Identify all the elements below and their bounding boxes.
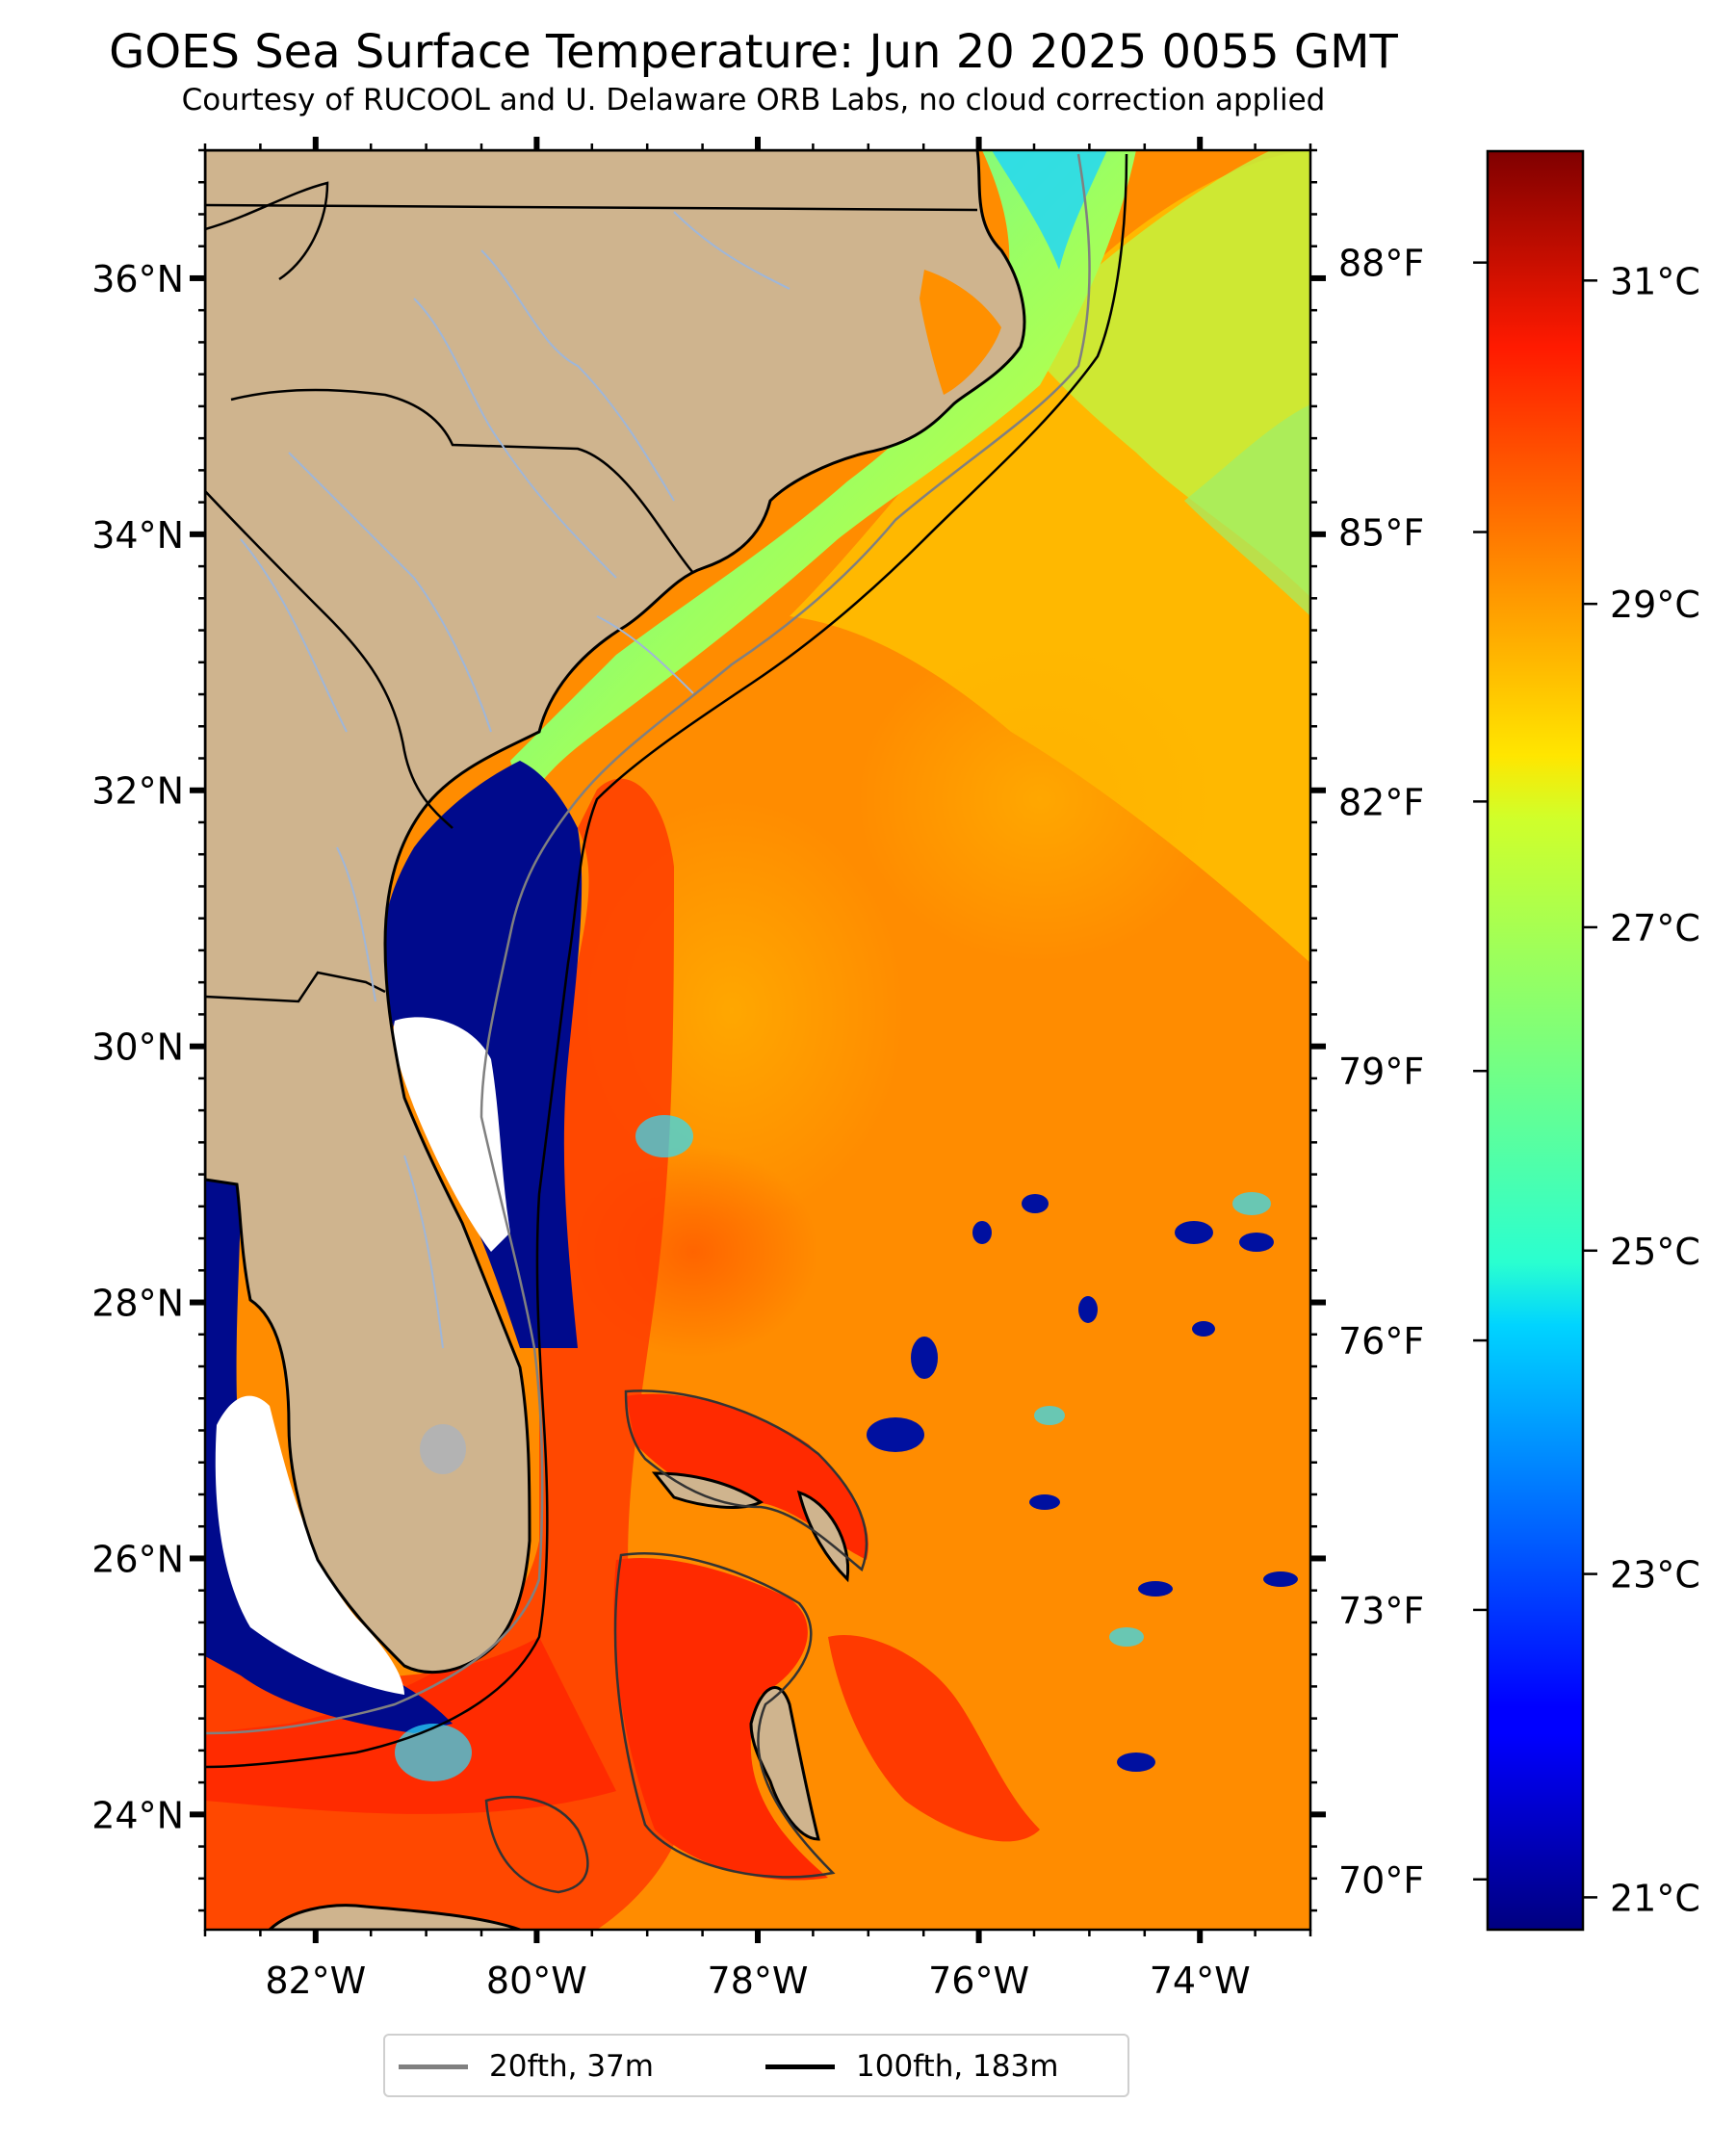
legend-label-20fth: 20fth, 37m xyxy=(489,2049,654,2084)
bahama-bank-outline xyxy=(624,1389,868,1572)
chart-subtitle: Courtesy of RUCOOL and U. Delaware ORB L… xyxy=(181,83,1326,117)
legend-item-100fth: 100fth, 183m xyxy=(765,2049,1058,2084)
great-bahama-bank xyxy=(613,1558,828,1881)
nearshore-cyan-water xyxy=(992,150,1107,270)
lon-tick-label: 76°W xyxy=(928,1960,1029,2002)
fahrenheit-tick-label: 82°F xyxy=(1338,781,1424,823)
fahrenheit-tick-label: 73°F xyxy=(1338,1590,1424,1632)
map-area xyxy=(205,150,1310,1930)
grand-bahama-island xyxy=(651,1471,764,1509)
chart-title: GOES Sea Surface Temperature: Jun 20 202… xyxy=(109,25,1398,79)
lat-tick-label: 24°N xyxy=(91,1794,184,1836)
lake-okeechobee xyxy=(420,1424,466,1474)
carolina-shelf-water xyxy=(510,150,1136,809)
lat-tick-label: 34°N xyxy=(91,514,184,557)
lat-tick-label: 32°N xyxy=(91,770,184,813)
cuba-land xyxy=(267,1904,521,1930)
celsius-tick-label: 25°C xyxy=(1610,1231,1700,1273)
lon-tick-label: 80°W xyxy=(486,1960,587,2002)
fahrenheit-tick-label: 76°F xyxy=(1338,1320,1424,1363)
cold-speck-group xyxy=(867,1194,1298,1772)
rivers xyxy=(240,211,790,1349)
lat-tick-label: 30°N xyxy=(91,1026,184,1069)
gulf-cloud-mask xyxy=(215,1395,404,1695)
cloud-mask xyxy=(393,1017,510,1252)
andros-island xyxy=(749,1686,820,1841)
legend: 20fth, 37m 100fth, 183m xyxy=(383,2034,1129,2097)
lon-tick-label: 74°W xyxy=(1150,1960,1251,2002)
celsius-tick-label: 21°C xyxy=(1610,1877,1700,1919)
lon-tick-label: 82°W xyxy=(265,1960,366,2002)
axis-ticks: 82°W 80°W 78°W 76°W 74°W 36°N 34°N 32°N 30°N 28°N… xyxy=(91,137,1700,2002)
celsius-tick-label: 23°C xyxy=(1610,1554,1700,1597)
fahrenheit-tick-label: 70°F xyxy=(1338,1859,1424,1902)
fahrenheit-tick-label: 79°F xyxy=(1338,1051,1424,1093)
lat-tick-label: 28°N xyxy=(91,1283,184,1325)
legend-swatch-100fth xyxy=(765,2064,835,2069)
legend-swatch-20fth xyxy=(399,2064,468,2069)
bahama-bank-outline xyxy=(484,1796,589,1894)
legend-item-20fth: 20fth, 37m xyxy=(399,2049,654,2084)
lat-tick-label: 26°N xyxy=(91,1538,184,1580)
colorbar xyxy=(1486,149,1585,1932)
exuma-bank xyxy=(828,1635,1040,1842)
pamlico-sound xyxy=(920,270,1001,395)
gulf-stream-core xyxy=(205,778,689,1930)
isobath-20fth xyxy=(205,153,1091,1735)
celsius-tick-label: 27°C xyxy=(1610,907,1700,949)
fahrenheit-tick-label: 88°F xyxy=(1338,243,1424,285)
lat-tick-label: 36°N xyxy=(91,258,184,300)
isobath-100fth xyxy=(205,153,1128,1769)
us-southeast-land xyxy=(205,150,1026,1675)
cyan-speck-group xyxy=(395,1115,1271,1781)
celsius-tick-label: 29°C xyxy=(1610,584,1700,626)
abaco-island xyxy=(796,1490,850,1583)
green-water-patch xyxy=(1184,404,1310,616)
lon-tick-label: 78°W xyxy=(708,1960,809,2002)
legend-label-100fth: 100fth, 183m xyxy=(856,2049,1059,2084)
bahama-bank-outline xyxy=(613,1552,836,1879)
celsius-tick-label: 31°C xyxy=(1610,260,1700,302)
fahrenheit-tick-label: 85°F xyxy=(1338,512,1424,555)
eddy-swirl xyxy=(857,636,1223,963)
